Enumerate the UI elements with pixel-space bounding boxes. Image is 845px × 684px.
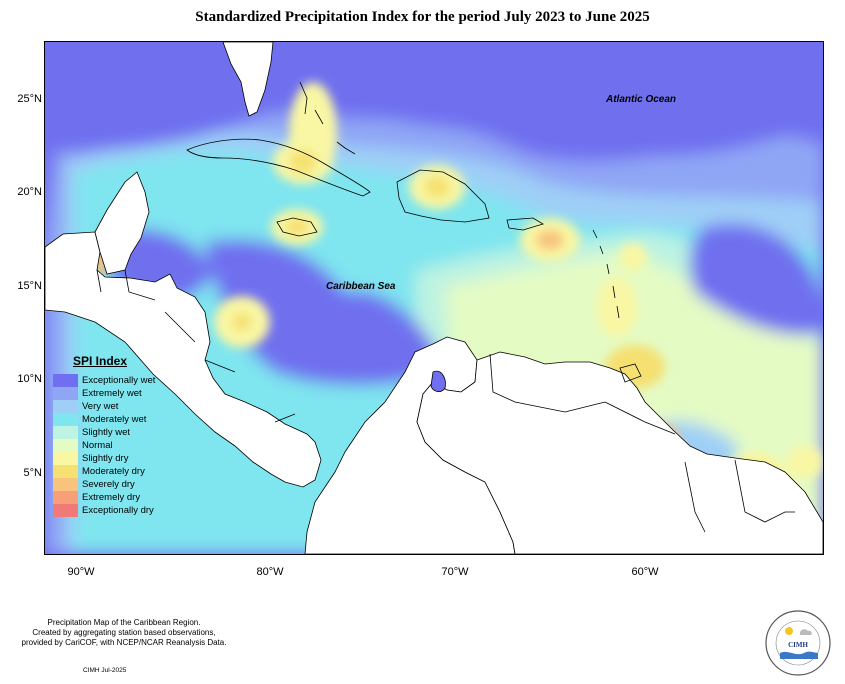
legend-swatch — [53, 478, 78, 491]
lat-label-20n: 20°N — [17, 186, 42, 198]
legend-label: Very wet — [82, 401, 119, 412]
spi-map — [44, 41, 824, 555]
legend-item: Slightly dry — [53, 452, 155, 465]
legend-swatch — [53, 465, 78, 478]
legend-title: SPI Index — [73, 354, 128, 368]
footer-notes: Precipitation Map of the Caribbean Regio… — [16, 618, 232, 648]
legend-item: Extremely wet — [53, 387, 155, 400]
legend-label: Extremely dry — [82, 492, 141, 503]
landmass — [45, 42, 823, 554]
lon-label-70w: 70°W — [441, 566, 469, 578]
legend-label: Severely dry — [82, 479, 135, 490]
footer-line-2: Created by aggregating station based obs… — [32, 628, 216, 637]
legend-swatch — [53, 426, 78, 439]
legend-item: Normal — [53, 439, 155, 452]
legend-label: Moderately wet — [82, 414, 147, 425]
credit-text: CIMH Jul-2025 — [83, 667, 127, 674]
legend-item: Exceptionally wet — [53, 374, 155, 387]
legend-label: Extremely wet — [82, 388, 142, 399]
footer-line-3: provided by CariCOF, with NCEP/NCAR Rean… — [21, 638, 227, 647]
spi-legend: SPI Index Exceptionally wet Extremely wet… — [53, 354, 155, 517]
legend-item: Very wet — [53, 400, 155, 413]
map-canvas — [45, 42, 823, 554]
lat-label-10n: 10°N — [17, 373, 42, 385]
lon-label-60w: 60°W — [631, 566, 659, 578]
lat-label-15n: 15°N — [17, 280, 42, 292]
legend-swatch — [53, 504, 78, 517]
legend-item: Moderately dry — [53, 465, 155, 478]
legend-label: Slightly wet — [82, 427, 131, 438]
legend-swatch — [53, 400, 78, 413]
legend-label: Moderately dry — [82, 466, 145, 477]
footer-line-1: Precipitation Map of the Caribbean Regio… — [47, 618, 201, 627]
map-title: Standardized Precipitation Index for the… — [195, 9, 650, 25]
caribbean-sea-label: Caribbean Sea — [326, 281, 396, 292]
lat-label-5n: 5°N — [23, 467, 42, 479]
legend-item: Slightly wet — [53, 426, 155, 439]
legend-label: Exceptionally dry — [82, 505, 154, 516]
legend-label: Exceptionally wet — [82, 375, 156, 386]
cimh-logo: CIMH — [765, 610, 831, 676]
legend-swatch — [53, 387, 78, 400]
legend-swatch — [53, 374, 78, 387]
legend-swatch — [53, 439, 78, 452]
lat-label-25n: 25°N — [17, 93, 42, 105]
legend-swatch — [53, 491, 78, 504]
lon-label-90w: 90°W — [67, 566, 95, 578]
legend-item: Severely dry — [53, 478, 155, 491]
legend-swatch — [53, 413, 78, 426]
legend-rows: Exceptionally wet Extremely wet Very wet Mo… — [53, 374, 155, 517]
legend-swatch — [53, 452, 78, 465]
legend-label: Slightly dry — [82, 453, 129, 464]
legend-item: Exceptionally dry — [53, 504, 155, 517]
legend-item: Extremely dry — [53, 491, 155, 504]
legend-item: Moderately wet — [53, 413, 155, 426]
legend-label: Normal — [82, 440, 113, 451]
lon-label-80w: 80°W — [256, 566, 284, 578]
atlantic-ocean-label: Atlantic Ocean — [606, 94, 677, 105]
svg-text:CIMH: CIMH — [788, 641, 808, 649]
